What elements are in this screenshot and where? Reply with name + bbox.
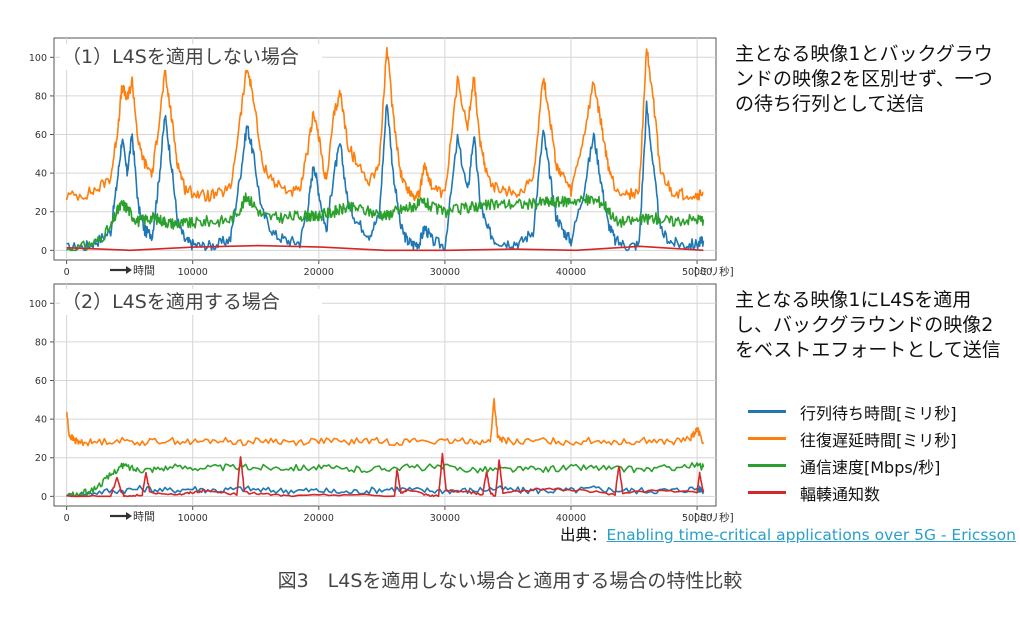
legend-label: 行列待ち時間[ミリ秒]: [800, 403, 957, 423]
y-tick-label: 20: [35, 207, 47, 218]
series-line: [66, 452, 705, 498]
y-tick-label: 40: [35, 415, 47, 426]
series-line: [65, 46, 704, 203]
x-tick-label: 0: [64, 267, 70, 278]
source-link[interactable]: Enabling time-critical applications over…: [606, 526, 1016, 544]
legend-item-queue-delay: 行列待ち時間[ミリ秒]: [748, 398, 1008, 425]
figure-caption: 図3 L4Sを適用しない場合と適用する場合の特性比較: [277, 570, 743, 592]
legend-label: 往復遅延時間[ミリ秒]: [800, 430, 957, 450]
legend-item-rtt: 往復遅延時間[ミリ秒]: [748, 425, 1008, 452]
y-tick-label: 40: [35, 169, 47, 180]
x-tick-label: 0: [64, 513, 70, 524]
panel-title-bg: [60, 289, 322, 315]
legend-swatch: [748, 410, 786, 413]
y-tick-label: 0: [41, 492, 47, 503]
x-tick-label: 10000: [178, 267, 208, 278]
x-unit-label: [ミリ秒]: [694, 265, 734, 278]
panel-title: （2）L4Sを適用する場合: [62, 291, 280, 313]
series-line: [66, 192, 705, 252]
series-line: [66, 462, 705, 498]
panel-title: （1）L4Sを適用しない場合: [62, 46, 299, 68]
y-tick-label: 60: [35, 130, 47, 141]
x-tick-label: 50000: [682, 513, 712, 524]
legend-swatch: [748, 491, 786, 494]
x-tick-label: 40000: [556, 267, 586, 278]
source-prefix: 出典：: [560, 526, 607, 544]
x-tick-label: 40000: [556, 513, 586, 524]
source-credit: 出典：Enabling time-critical applications o…: [560, 523, 1016, 545]
legend-label: 輻輳通知数: [800, 484, 881, 504]
x-tick-label: 10000: [178, 513, 208, 524]
series-line: [66, 100, 705, 252]
x-tick-label: 30000: [430, 267, 460, 278]
time-arrow-icon: [126, 512, 132, 520]
x-axis-note: 時間: [133, 264, 155, 277]
series-line: [66, 244, 704, 252]
y-tick-label: 0: [41, 246, 47, 257]
series-line: [65, 397, 705, 447]
x-tick-label: 20000: [304, 267, 334, 278]
panel2-description: 主となる映像1にL4Sを適用し、バックグラウンドの映像2をベストエフォートとして…: [735, 289, 1001, 361]
plot-frame: [53, 283, 717, 507]
legend-label: 通信速度[Mbps/秒]: [800, 457, 941, 477]
panel-title-bg: [60, 44, 322, 70]
x-unit-label: [ミリ秒]: [694, 511, 734, 524]
panel1-description: 主となる映像1とバックグラウンドの映像2を区別せず、一つの待ち行列として送信: [735, 43, 993, 115]
x-tick-label: 20000: [304, 513, 334, 524]
x-tick-label: 50000: [682, 267, 712, 278]
y-tick-label: 100: [29, 299, 47, 310]
legend-swatch: [748, 464, 786, 467]
legend-swatch: [748, 437, 786, 440]
legend-item-congestion: 輻輳通知数: [748, 479, 1008, 506]
time-arrow-icon: [126, 266, 132, 274]
y-tick-label: 80: [35, 337, 47, 348]
y-tick-label: 100: [29, 53, 47, 64]
y-tick-label: 60: [35, 376, 47, 387]
y-tick-label: 20: [35, 453, 47, 464]
legend-item-throughput: 通信速度[Mbps/秒]: [748, 452, 1008, 479]
legend: 行列待ち時間[ミリ秒] 往復遅延時間[ミリ秒] 通信速度[Mbps/秒] 輻輳通…: [748, 398, 1008, 506]
y-tick-label: 80: [35, 91, 47, 102]
x-axis-note: 時間: [133, 510, 155, 523]
x-tick-label: 30000: [430, 513, 460, 524]
